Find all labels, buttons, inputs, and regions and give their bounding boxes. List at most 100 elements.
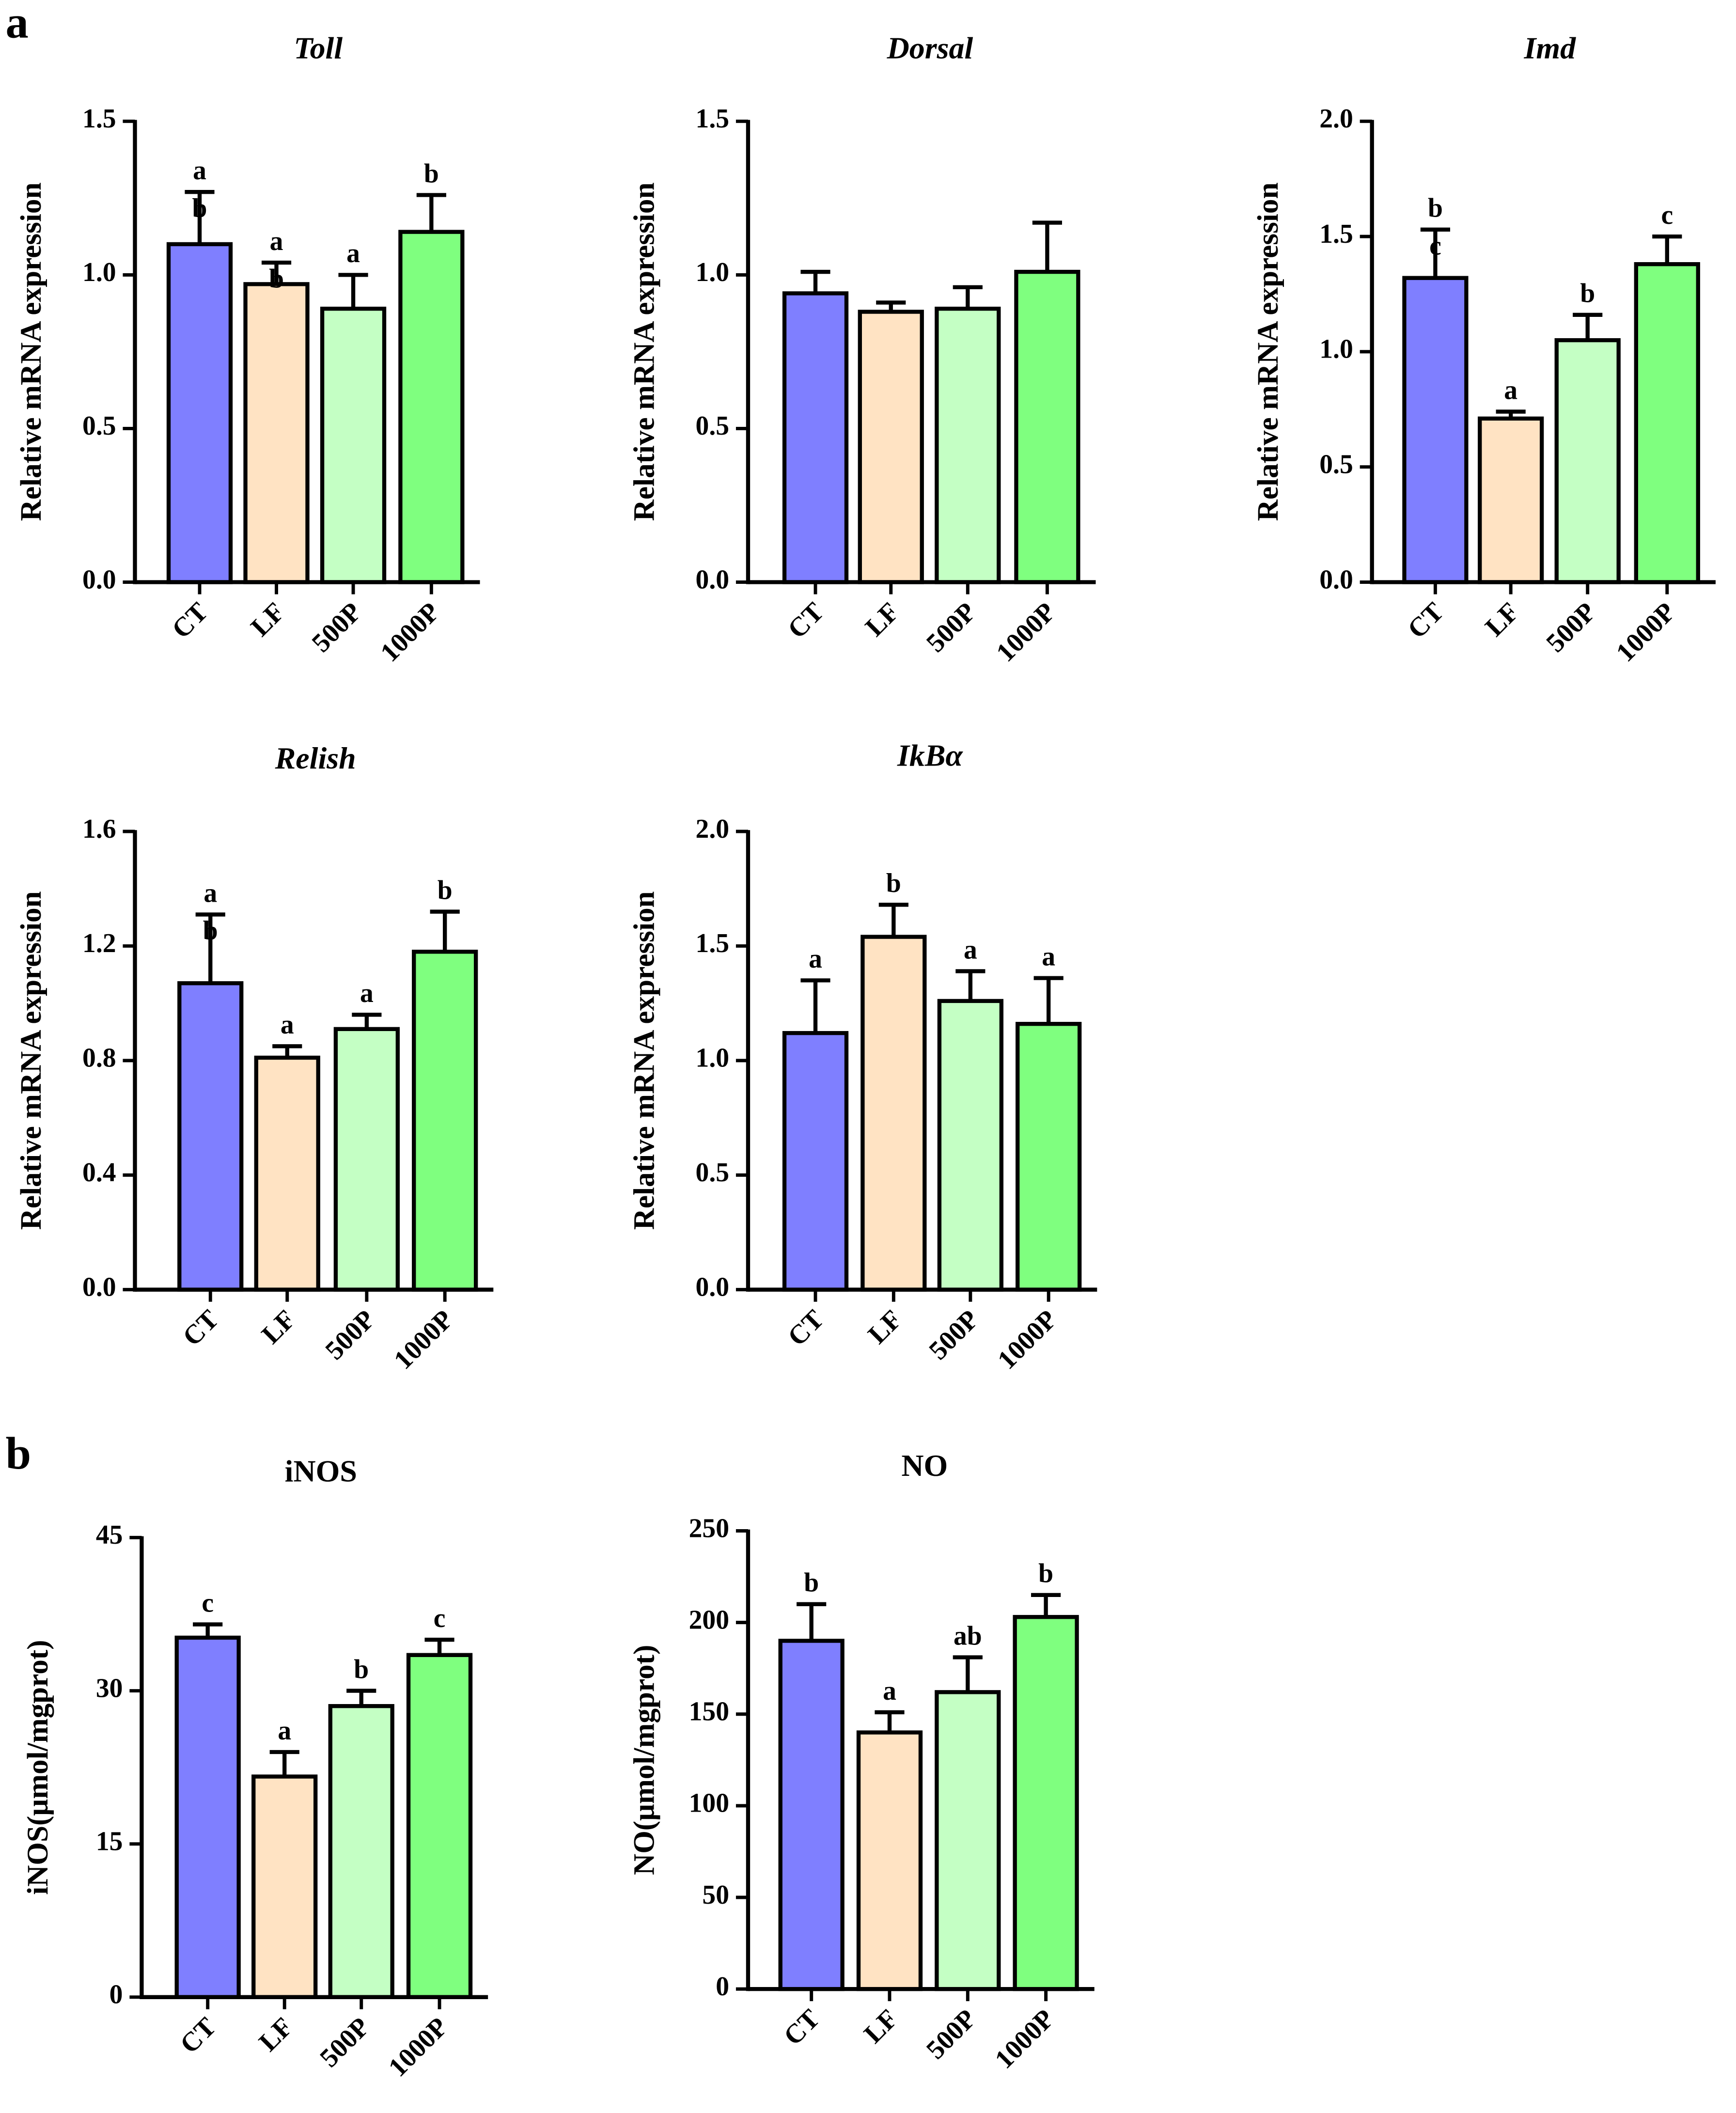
y-tick-label: 2.0 <box>696 814 730 844</box>
y-tick-label: 1.5 <box>696 928 730 958</box>
significance-label: a <box>809 944 822 974</box>
y-tick-label: 0.5 <box>1319 449 1353 479</box>
y-axis-label: iNOS(μmol/mgprot) <box>21 1640 54 1894</box>
y-tick-label: 0.0 <box>696 1272 730 1302</box>
panel-label: a <box>6 0 29 47</box>
significance-label: a <box>1042 941 1055 971</box>
bar <box>412 950 478 1292</box>
error-bar <box>800 978 830 1033</box>
y-tick-label: 200 <box>689 1605 729 1635</box>
chart-title: IkBα <box>897 738 964 773</box>
significance-label: c <box>434 1603 446 1633</box>
y-axis-label: Relative mRNA expression <box>627 891 660 1230</box>
y-tick-label: 1.0 <box>1319 334 1353 364</box>
bar <box>174 1635 241 1999</box>
chart-title: iNOS <box>285 1454 357 1488</box>
significance-label: a <box>270 226 283 256</box>
error-bar <box>875 1710 905 1733</box>
error-bar <box>878 903 908 937</box>
y-tick-label: 1.5 <box>696 104 730 134</box>
chart-title: Relish <box>275 741 356 775</box>
significance-label: b <box>203 916 218 946</box>
y-tick-label: 0.4 <box>82 1158 116 1188</box>
bar <box>243 282 310 584</box>
y-tick-label: 1.2 <box>82 928 116 958</box>
bar <box>856 1730 923 1991</box>
bar <box>935 306 1001 584</box>
y-tick-label: 0.5 <box>696 411 730 441</box>
bar <box>1478 416 1544 584</box>
bar <box>320 306 387 584</box>
error-bar <box>261 260 292 284</box>
significance-label: b <box>1038 1559 1053 1589</box>
y-tick-label: 0.5 <box>696 1158 730 1188</box>
y-axis-label: Relative mRNA expression <box>1251 182 1284 521</box>
significance-label: b <box>269 264 284 294</box>
significance-label: c <box>1429 231 1441 261</box>
y-tick-label: 1.0 <box>696 1043 730 1073</box>
error-bar <box>338 273 368 309</box>
bar <box>778 1639 845 1991</box>
y-tick-label: 250 <box>689 1513 729 1543</box>
error-bar <box>430 909 460 952</box>
y-tick-label: 0.0 <box>82 1272 116 1302</box>
bar <box>328 1704 394 1999</box>
error-bar <box>1496 409 1526 419</box>
significance-label: a <box>203 878 217 908</box>
bar <box>1014 269 1080 584</box>
y-tick-label: 30 <box>96 1673 123 1703</box>
error-bar <box>797 1602 827 1641</box>
bar <box>782 1031 849 1292</box>
y-axis-label: NO(μmol/mgprot) <box>627 1645 660 1875</box>
significance-label: a <box>278 1716 291 1746</box>
y-tick-label: 0.5 <box>82 411 116 441</box>
chart-title: Dorsal <box>887 31 973 65</box>
significance-label: a <box>193 156 206 186</box>
chart-title: Toll <box>294 31 343 65</box>
significance-label: b <box>354 1654 369 1684</box>
y-tick-label: 1.6 <box>82 814 116 844</box>
panel-label: b <box>6 1428 31 1479</box>
chart-title: NO <box>901 1448 948 1483</box>
significance-label: a <box>883 1676 896 1706</box>
error-bar <box>195 912 225 984</box>
chart-title: Imd <box>1524 31 1577 65</box>
bar <box>1634 262 1700 584</box>
bar <box>398 230 465 584</box>
significance-label: c <box>1661 200 1673 230</box>
y-tick-label: 45 <box>96 1520 123 1550</box>
bar <box>251 1774 318 1999</box>
significance-label: a <box>281 1010 294 1040</box>
significance-label: b <box>886 868 901 898</box>
error-bar <box>1652 234 1682 265</box>
bar <box>166 242 233 584</box>
y-tick-label: 0.0 <box>1319 564 1353 595</box>
bar <box>1554 338 1621 584</box>
error-bar <box>352 1013 382 1029</box>
y-axis-label: Relative mRNA expression <box>15 891 47 1230</box>
y-tick-label: 0 <box>109 1980 123 2010</box>
significance-label: b <box>438 875 453 905</box>
bar <box>858 310 924 584</box>
y-tick-label: 1.0 <box>696 257 730 287</box>
error-bar <box>424 1637 454 1655</box>
significance-label: c <box>202 1588 214 1618</box>
significance-label: b <box>192 193 207 223</box>
y-tick-label: 1.5 <box>82 104 116 134</box>
y-axis-label: Relative mRNA expression <box>627 182 660 521</box>
bar <box>333 1027 400 1292</box>
y-tick-label: 0.0 <box>696 564 730 595</box>
bar <box>782 291 849 584</box>
error-bar <box>1032 220 1062 272</box>
bar <box>406 1653 473 1999</box>
error-bar <box>800 269 830 294</box>
significance-label: ab <box>954 1621 982 1651</box>
y-tick-label: 100 <box>689 1788 729 1818</box>
error-bar <box>272 1044 302 1058</box>
significance-label: a <box>964 935 977 965</box>
y-tick-label: 0.0 <box>82 564 116 595</box>
bar <box>860 935 927 1292</box>
error-bar <box>269 1750 299 1777</box>
significance-label: a <box>1504 375 1517 405</box>
